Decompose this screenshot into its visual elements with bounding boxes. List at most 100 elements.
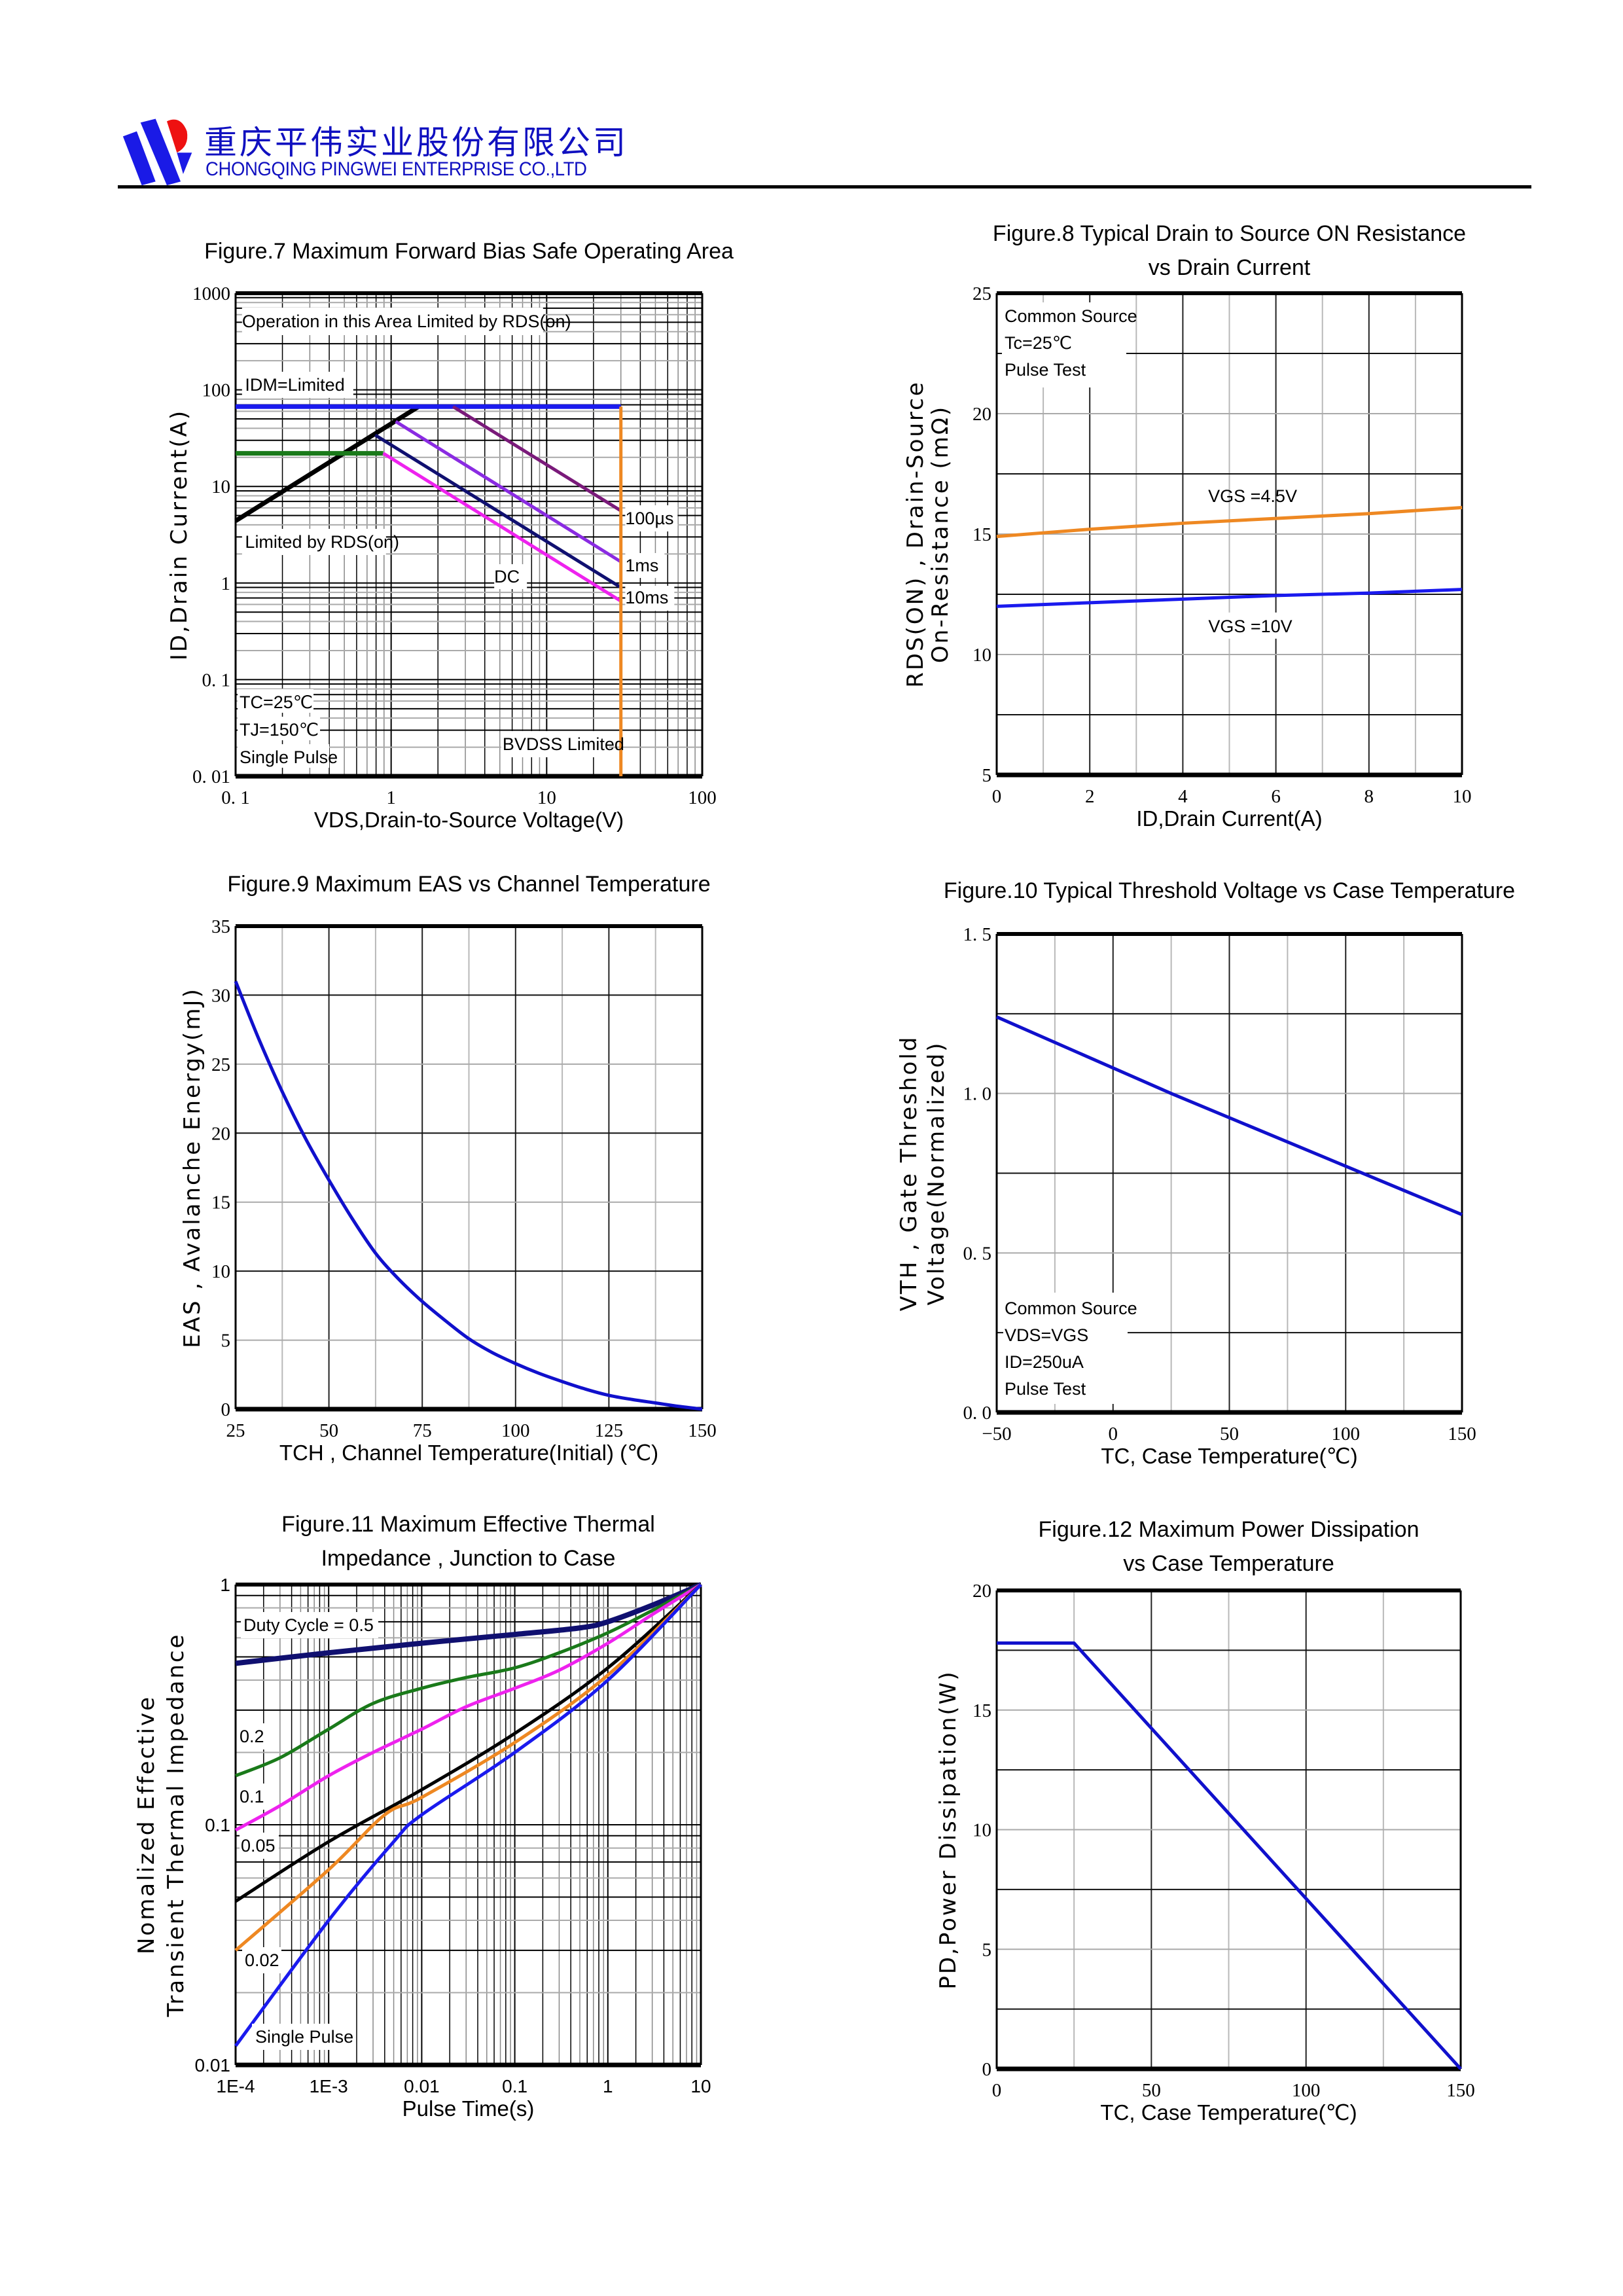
chart-fig9: Figure.9 Maximum EAS vs Channel Temperat… (179, 872, 717, 1465)
series-line-duty-cycle-0-5 (235, 1582, 702, 1666)
annotation-tj: TJ=150℃ (240, 720, 319, 740)
chart-fig7: Figure.7 Maximum Forward Bias Safe Opera… (166, 239, 734, 832)
label-duty-0-2: 0.2 (240, 1727, 264, 1746)
x-tick-label: 50 (1220, 1424, 1239, 1444)
label-single-pulse: Single Pulse (255, 2027, 353, 2047)
y-tick-label: 30 (211, 985, 230, 1006)
x-tick-label: 50 (319, 1420, 338, 1441)
annotation-rds-area: Operation in this Area Limited by RDS(on… (242, 312, 571, 331)
x-tick-label: 0.01 (404, 2076, 440, 2096)
y-tick-label: 20 (211, 1123, 230, 1144)
x-tick-label: 10 (690, 2076, 711, 2096)
annotation-background (238, 689, 314, 713)
series-line-vgs-10v (996, 588, 1463, 608)
annotation-common-source: Common Source (1005, 306, 1137, 326)
y-axis-label-line2: On-Resistance (mΩ) (927, 405, 954, 663)
annotation-pulse-test: Pulse Test (1005, 360, 1086, 380)
y-tick-label: 5 (982, 1939, 992, 1960)
company-name-chinese: 重庆平伟实业股份有限公司 (204, 124, 628, 162)
annotation-background (241, 1612, 378, 1638)
annotation-vds-vgs: VDS=VGS (1005, 1325, 1088, 1345)
x-tick-label: 150 (688, 1420, 717, 1441)
annotation-background (240, 1833, 279, 1859)
x-axis-label: VDS,Drain-to-Source Voltage(V) (314, 808, 624, 832)
chart-title: Figure.10 Typical Threshold Voltage vs C… (944, 878, 1515, 903)
y-tick-label: 0.1 (205, 1815, 230, 1835)
y-tick-label: 1 (220, 1575, 230, 1595)
x-tick-label: 50 (1142, 2080, 1161, 2101)
y-tick-label: 5 (221, 1331, 231, 1352)
y-tick-label: 15 (211, 1193, 230, 1213)
x-axis-label: TC, Case Temperature(℃) (1101, 1444, 1357, 1468)
annotation-background (252, 2024, 349, 2050)
label-duty-0-02: 0.02 (245, 1950, 279, 1970)
x-tick-label: 0.1 (502, 2076, 527, 2096)
y-tick-label: 25 (972, 283, 991, 304)
annotation-background (241, 372, 353, 398)
y-tick-label: 5 (982, 765, 992, 786)
y-tick-label: 0. 01 (192, 766, 230, 787)
annotation-background (240, 1784, 269, 1810)
annotation-single-pulse: Single Pulse (240, 747, 338, 767)
annotation-background (238, 744, 330, 768)
header-divider (118, 185, 1531, 188)
series-line-0-2 (235, 1583, 702, 1778)
chart-title: Figure.11 Maximum Effective Thermal (281, 1512, 655, 1537)
series-line-dc (382, 452, 622, 603)
y-tick-label: 20 (972, 1581, 991, 1602)
x-tick-label: 125 (595, 1420, 624, 1441)
x-tick-label: 10 (1453, 786, 1472, 807)
annotation-common-source: Common Source (1005, 1299, 1137, 1318)
y-tick-label: 0.01 (195, 2055, 231, 2075)
annotation-background (501, 731, 609, 757)
y-axis-label: VTH , Gate Threshold (896, 1035, 922, 1312)
y-axis-label-line2: Transient Thermal Impedance (163, 1633, 189, 2018)
grid (997, 1590, 1461, 2069)
y-tick-label: 0 (221, 1399, 231, 1420)
label-10ms: 10ms (625, 588, 668, 607)
label-duty-0-5: Duty Cycle = 0.5 (243, 1615, 374, 1635)
label-duty-0-05: 0.05 (241, 1836, 276, 1856)
y-axis-label: Nomalized Effective (134, 1695, 160, 1954)
x-axis-label: TCH , Channel Temperature(Initial) (℃) (279, 1441, 658, 1465)
x-tick-label: 8 (1364, 786, 1374, 807)
annotation-idm-limited: IDM=Limited (245, 375, 344, 395)
y-tick-label: 15 (972, 1700, 991, 1721)
y-tick-label: 1. 5 (963, 924, 992, 945)
chart-title: Figure.8 Typical Drain to Source ON Resi… (993, 221, 1466, 246)
annotation-background (1003, 1293, 1128, 1404)
y-tick-label: 1. 0 (963, 1084, 992, 1105)
chart-subtitle: vs Case Temperature (1123, 1551, 1334, 1576)
pingwei-logo-icon (122, 118, 192, 186)
y-tick-label: 10 (972, 1820, 991, 1841)
x-tick-label: 0 (1109, 1424, 1118, 1444)
series-line-10ms (374, 433, 622, 589)
y-tick-label: 15 (972, 524, 991, 545)
label-vgs-10v: VGS =10V (1208, 617, 1292, 636)
y-tick-label: 1000 (192, 283, 230, 304)
annotation-background (1002, 302, 1126, 387)
annotation-limited-by-rds: Limited by RDS(on) (245, 532, 399, 552)
logo-triangle (177, 152, 192, 174)
x-tick-label: 100 (688, 787, 717, 808)
x-tick-label: 1 (603, 2076, 613, 2096)
y-axis-label: EAS , Avalanche Energy(mJ) (179, 987, 205, 1348)
series-line-1ms (395, 420, 622, 564)
chart-title: Figure.7 Maximum Forward Bias Safe Opera… (204, 239, 734, 264)
label-vgs-4-5v: VGS =4.5V (1208, 486, 1297, 506)
y-tick-label: 20 (972, 404, 991, 425)
x-tick-label: 0. 1 (221, 787, 250, 808)
x-axis-label: Pulse Time(s) (402, 2096, 535, 2121)
annotation-bvdss: BVDSS Limited (503, 734, 624, 754)
logo-left-bar (122, 131, 156, 186)
chart-fig11: Figure.11 Maximum Effective Thermal Imped… (134, 1512, 711, 2121)
x-tick-label: 1E-3 (310, 2076, 348, 2096)
series-line-pd (997, 1641, 1462, 2070)
annotation-background (238, 717, 321, 740)
x-tick-label: 2 (1085, 786, 1095, 807)
y-axis-label: PD,Power Dissipation(W) (935, 1670, 961, 1989)
series-line-100-s (452, 405, 622, 512)
y-axis-label-line2: Voltage(Normalized) (923, 1041, 950, 1306)
x-axis-label: TC, Case Temperature(℃) (1100, 2100, 1357, 2125)
x-tick-label: 1E-4 (216, 2076, 255, 2096)
